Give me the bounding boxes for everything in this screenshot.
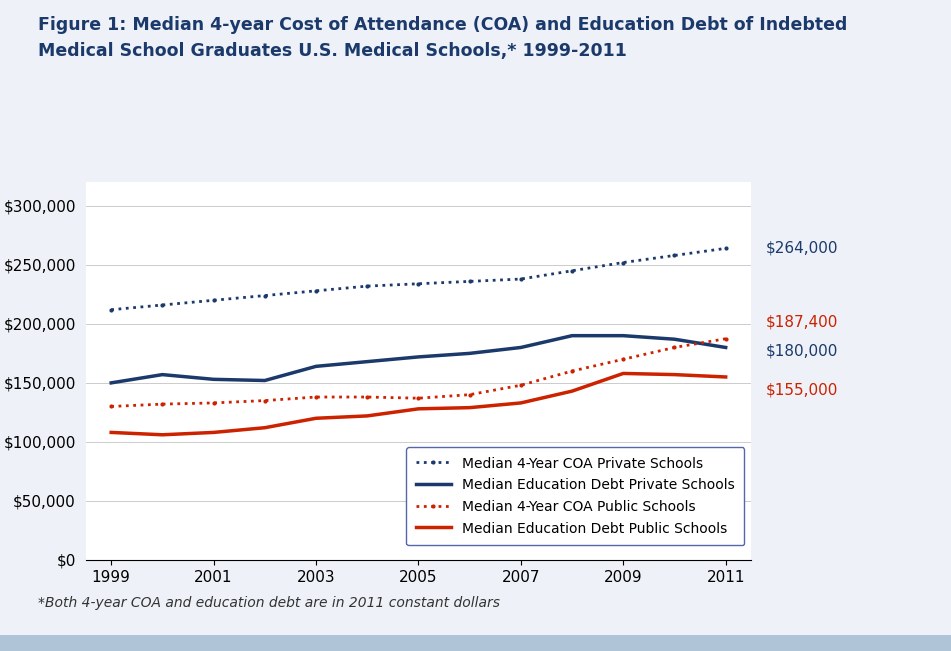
Line: Median Education Debt Private Schools: Median Education Debt Private Schools (111, 336, 726, 383)
Median 4-Year COA Public Schools (157, 400, 168, 408)
Median 4-Year COA Public Schools (208, 399, 220, 407)
Median Education Debt Public Schools (361, 412, 373, 420)
Median Education Debt Public Schools (464, 404, 476, 411)
Median 4-Year COA Private Schools (567, 267, 578, 275)
Text: $264,000: $264,000 (766, 241, 838, 256)
Median 4-Year COA Private Schools (259, 292, 270, 299)
Text: $155,000: $155,000 (766, 383, 838, 398)
Median 4-Year COA Public Schools (669, 344, 680, 352)
Text: $180,000: $180,000 (766, 343, 838, 358)
Median Education Debt Public Schools (310, 415, 321, 422)
Text: $187,400: $187,400 (766, 315, 838, 330)
Median Education Debt Public Schools (106, 428, 117, 436)
Median 4-Year COA Public Schools (464, 391, 476, 398)
Text: Figure 1: Median 4-year Cost of Attendance (COA) and Education Debt of Indebted: Figure 1: Median 4-year Cost of Attendan… (38, 16, 847, 35)
Median Education Debt Private Schools (310, 363, 321, 370)
Median Education Debt Public Schools (720, 373, 731, 381)
Median 4-Year COA Public Schools (310, 393, 321, 401)
Median Education Debt Private Schools (361, 358, 373, 366)
Median Education Debt Private Schools (106, 379, 117, 387)
Line: Median 4-Year COA Public Schools: Median 4-Year COA Public Schools (108, 336, 728, 409)
Median 4-Year COA Public Schools (720, 335, 731, 342)
Median Education Debt Private Schools (208, 376, 220, 383)
Median Education Debt Public Schools (413, 405, 424, 413)
Median 4-Year COA Private Schools (208, 296, 220, 304)
Line: Median 4-Year COA Private Schools: Median 4-Year COA Private Schools (108, 245, 728, 312)
Median 4-Year COA Private Schools (157, 301, 168, 309)
Median Education Debt Private Schools (617, 332, 629, 340)
Median 4-Year COA Public Schools (361, 393, 373, 401)
Median Education Debt Public Schools (259, 424, 270, 432)
Median 4-Year COA Private Schools (413, 280, 424, 288)
Median 4-Year COA Public Schools (413, 395, 424, 402)
Median 4-Year COA Private Schools (310, 287, 321, 295)
Median Education Debt Public Schools (157, 431, 168, 439)
Median Education Debt Private Schools (464, 350, 476, 357)
Median 4-Year COA Private Schools (515, 275, 527, 283)
Median Education Debt Private Schools (720, 344, 731, 352)
Median Education Debt Private Schools (259, 376, 270, 384)
Median 4-Year COA Public Schools (515, 381, 527, 389)
Median Education Debt Private Schools (413, 353, 424, 361)
Median 4-Year COA Private Schools (669, 251, 680, 259)
Median 4-Year COA Public Schools (617, 355, 629, 363)
Median 4-Year COA Private Schools (720, 245, 731, 253)
Median Education Debt Public Schools (617, 370, 629, 378)
Median 4-Year COA Private Schools (617, 258, 629, 266)
Median 4-Year COA Public Schools (259, 396, 270, 404)
Median Education Debt Public Schools (669, 370, 680, 378)
Median 4-Year COA Private Schools (106, 306, 117, 314)
Median Education Debt Private Schools (567, 332, 578, 340)
Median Education Debt Public Schools (515, 399, 527, 407)
Median Education Debt Public Schools (208, 428, 220, 436)
Line: Median Education Debt Public Schools: Median Education Debt Public Schools (111, 374, 726, 435)
Text: Medical School Graduates U.S. Medical Schools,* 1999-2011: Medical School Graduates U.S. Medical Sc… (38, 42, 627, 61)
Median 4-Year COA Private Schools (464, 277, 476, 285)
Median Education Debt Private Schools (157, 370, 168, 378)
Text: *Both 4-year COA and education debt are in 2011 constant dollars: *Both 4-year COA and education debt are … (38, 596, 500, 610)
Legend: Median 4-Year COA Private Schools, Median Education Debt Private Schools, Median: Median 4-Year COA Private Schools, Media… (406, 447, 745, 546)
Median 4-Year COA Public Schools (567, 367, 578, 375)
Median 4-Year COA Public Schools (106, 402, 117, 410)
Median Education Debt Private Schools (515, 344, 527, 352)
Median 4-Year COA Private Schools (361, 283, 373, 290)
Median Education Debt Private Schools (669, 335, 680, 343)
Median Education Debt Public Schools (567, 387, 578, 395)
